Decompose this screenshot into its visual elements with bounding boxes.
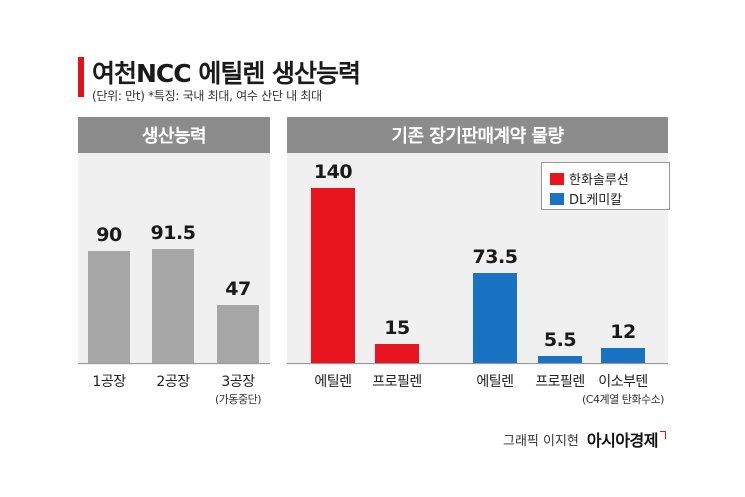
brand-mark-icon [660,431,666,439]
capacity-bar-3 [217,304,259,363]
title-accent-bar [78,57,84,97]
legend-label-hanwha: 한화솔루션 [569,173,629,188]
dl-category-label-3: 이소부텐 [598,374,648,390]
hanwha-bar-2 [375,344,419,363]
panel-contract-header: 기존 장기판매계약 물량 [287,117,668,153]
dl-category-note-3: (C4계열 탄화수소) [582,393,664,406]
brand-logo-text: 아시아경제 [586,431,659,450]
legend: 한화솔루션 DL케미칼 [541,162,670,210]
capacity-value-label-3: 47 [225,277,251,300]
dl-bar-2 [538,356,582,363]
contract-baseline [287,363,668,364]
capacity-category-label-2: 2공장 [156,374,190,390]
footer-credit: 그래픽 이지현 아시아경제 [503,427,666,451]
hanwha-category-label-1: 에틸렌 [314,374,352,390]
hanwha-value-label-2: 15 [384,317,410,340]
dl-category-label-1: 에틸렌 [476,374,514,390]
capacity-category-label-3: 3공장 [221,374,255,390]
hanwha-category-label-2: 프로필렌 [372,374,422,390]
capacity-category-note-3: (가동중단) [214,393,262,406]
capacity-category-label-1: 1공장 [92,374,126,390]
dl-bar-3 [601,348,645,363]
legend-item-hanwha: 한화솔루션 [550,169,629,188]
capacity-bar-2 [152,249,194,363]
dl-bar-1 [473,273,517,363]
credit-text: 그래픽 이지현 [502,433,579,449]
capacity-baseline [78,363,270,364]
dl-value-label-3: 12 [610,321,636,344]
legend-swatch-dl [550,192,564,205]
capacity-value-label-1: 90 [96,224,122,246]
capacity-bar-1 [88,251,130,363]
legend-label-dl: DL케미칼 [569,193,623,208]
legend-item-dl: DL케미칼 [550,189,622,208]
chart-title: 여천NCC 에틸렌 생산능력 [92,59,361,88]
panel-capacity-header: 생산능력 [78,117,270,153]
hanwha-value-label-1: 140 [313,161,353,183]
hanwha-bar-1 [311,188,355,363]
dl-category-label-2: 프로필렌 [535,374,585,390]
chart-subtitle: (단위: 만t) *특징: 국내 최대, 여수 산단 내 최대 [92,89,322,103]
capacity-value-label-2: 91.5 [150,222,196,245]
dl-value-label-2: 5.5 [543,329,577,352]
dl-value-label-1: 73.5 [472,246,518,268]
legend-swatch-hanwha [550,172,564,185]
